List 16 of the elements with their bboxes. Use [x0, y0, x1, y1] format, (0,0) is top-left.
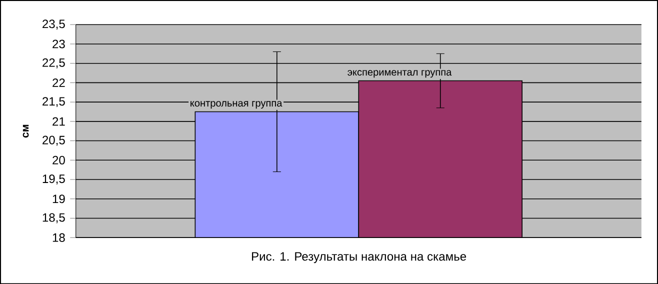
- y-tick-label: 18,5: [42, 213, 65, 224]
- y-tick-label: 21: [52, 117, 65, 126]
- y-tick-label: 20: [52, 156, 65, 164]
- x-tick-label: контрольная группа: [190, 100, 282, 108]
- y-tick-label: 19: [52, 194, 65, 203]
- y-tick-label: 21,5: [42, 96, 65, 107]
- y-tick-label: 19,5: [42, 174, 65, 184]
- text: Рис. 1. Результаты наклона на скамье: [252, 252, 466, 263]
- y-tick-label: 22: [52, 78, 65, 87]
- x-tick-label: экспериментал группа: [348, 70, 452, 78]
- y-tick-label: 23: [52, 40, 65, 48]
- y-axis-title: см: [22, 124, 29, 138]
- y-tick-label: 23,5: [42, 19, 65, 30]
- y-tick-label: 22,5: [42, 58, 65, 68]
- y-tick-label: 20,5: [42, 136, 65, 146]
- y-tick-label: 18: [52, 233, 65, 242]
